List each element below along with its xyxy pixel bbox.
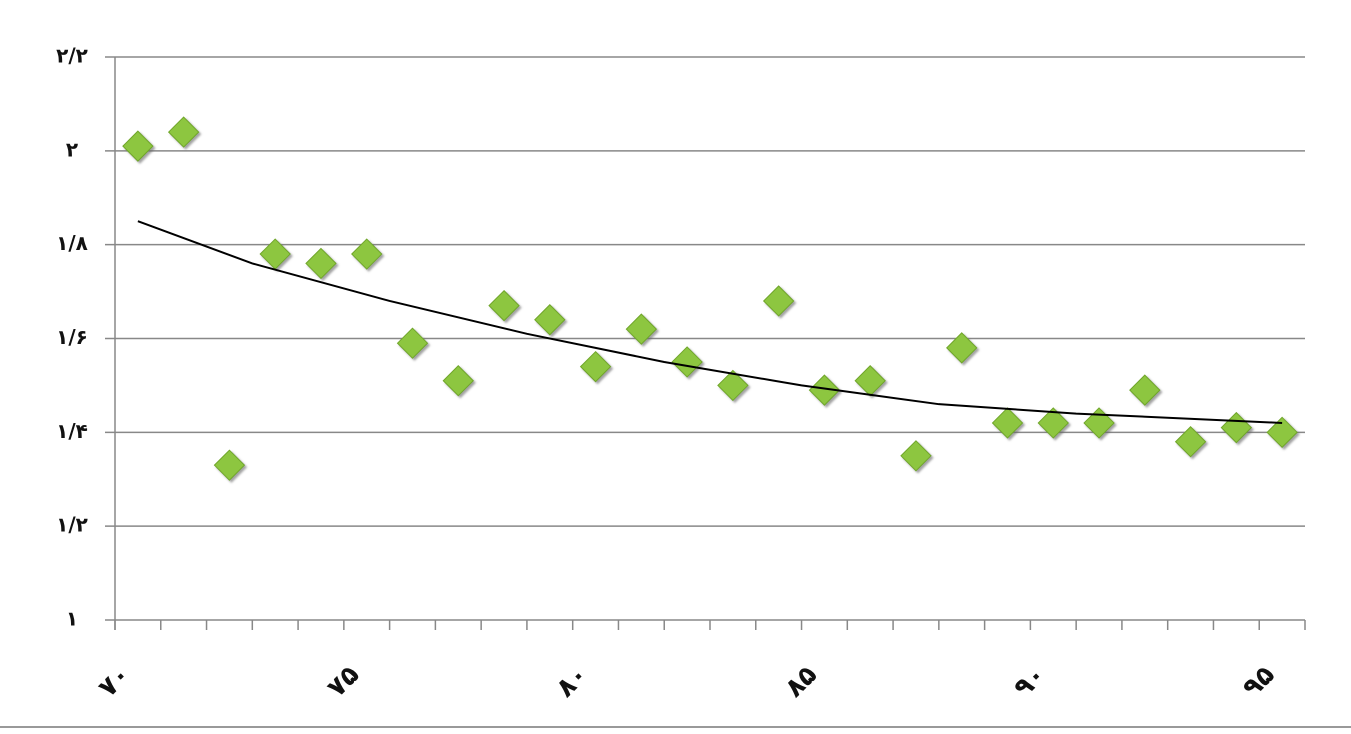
point xyxy=(1174,426,1207,458)
point xyxy=(167,116,200,148)
point xyxy=(762,285,795,317)
point xyxy=(1083,407,1115,439)
point xyxy=(351,238,383,270)
y-tick-label: ۱/۸ xyxy=(56,231,88,255)
point xyxy=(946,332,978,364)
point xyxy=(534,304,566,336)
point xyxy=(1220,411,1253,444)
point xyxy=(488,289,520,322)
point xyxy=(854,365,886,397)
point xyxy=(259,238,291,270)
y-tick-label: ۱/۲ xyxy=(56,513,88,537)
point xyxy=(808,374,841,406)
x-tick-label: ۸۵ xyxy=(779,660,823,704)
point xyxy=(671,346,703,378)
point xyxy=(991,407,1024,439)
y-tick-label: ۲/۲ xyxy=(56,44,88,68)
point xyxy=(1266,416,1298,449)
x-tick-label: ۸۰ xyxy=(551,660,595,704)
point xyxy=(1129,374,1161,406)
trendline xyxy=(137,220,1283,424)
x-tick-label: ۹۵ xyxy=(1237,660,1281,704)
y-tick-label: ۲ xyxy=(66,137,78,161)
point xyxy=(900,440,932,472)
x-tick-label: ۷۰ xyxy=(93,660,137,704)
x-tick-label: ۷۵ xyxy=(322,660,366,704)
point xyxy=(213,449,246,481)
point xyxy=(122,130,154,162)
point xyxy=(1037,407,1069,439)
point xyxy=(305,247,337,280)
point xyxy=(442,365,474,397)
x-tick-label: ۹۰ xyxy=(1008,660,1052,704)
y-tick-label: ۱ xyxy=(66,607,78,631)
point xyxy=(625,313,658,345)
point xyxy=(579,350,612,383)
point xyxy=(717,369,749,402)
y-tick-label: ۱/۶ xyxy=(56,325,88,349)
point xyxy=(396,327,429,359)
y-tick-label: ۱/۴ xyxy=(56,419,88,443)
